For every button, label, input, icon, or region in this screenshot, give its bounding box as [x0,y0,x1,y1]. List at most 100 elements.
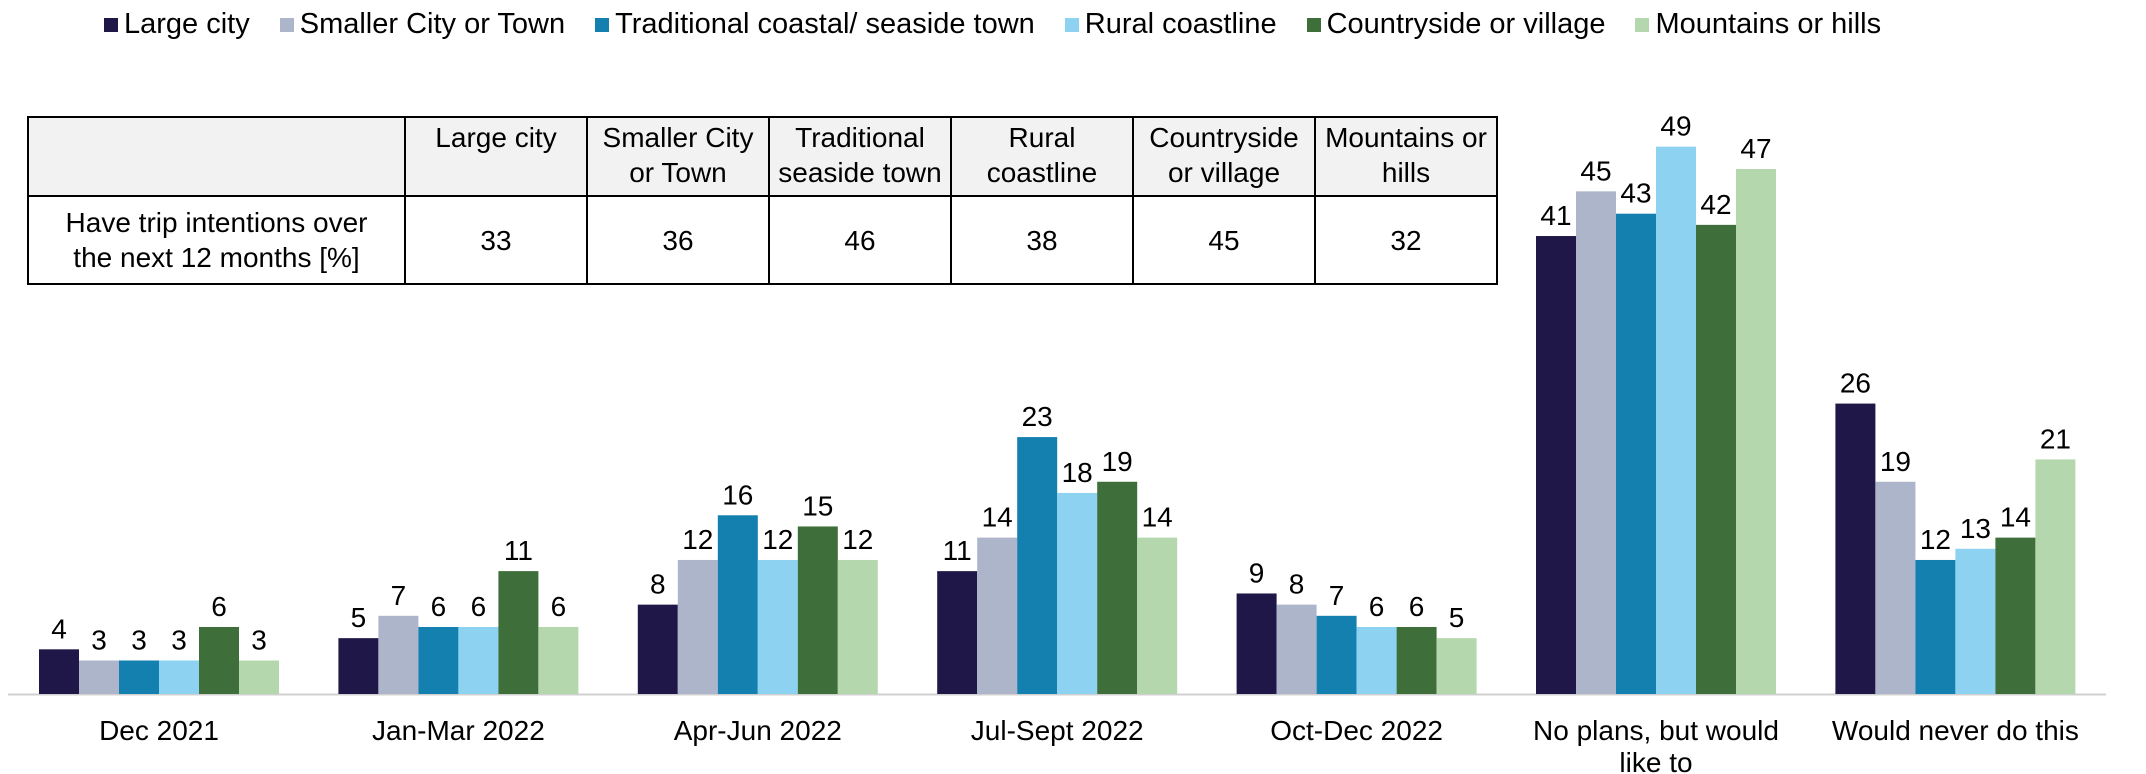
legend-label: Large city [124,8,250,40]
data-label: 14 [982,502,1013,533]
legend-label: Mountains or hills [1655,8,1882,40]
data-label: 16 [722,479,753,510]
data-label: 6 [211,591,227,622]
legend-item: Countryside or village [1306,8,1606,41]
legend-label: Rural coastline [1084,8,1277,40]
bar [538,626,579,694]
bar [79,660,119,694]
bar [1875,481,1916,694]
table-row-label: Have trip intentions over the next 12 mon… [27,195,406,285]
data-label: 5 [351,602,367,633]
table-row: Have trip intentions over the next 12 mon… [27,195,1498,285]
data-label: 12 [682,524,713,555]
data-label: 21 [2040,423,2071,454]
data-label: 42 [1700,189,1731,220]
data-label: 6 [471,591,487,622]
data-label: 6 [1369,591,1385,622]
legend-swatch [595,17,610,32]
data-label: 13 [1960,513,1991,544]
data-label: 12 [842,524,873,555]
x-tick-label: No plans, but would [1533,715,1779,746]
data-label: 3 [91,624,107,655]
table-header-cell: Rural coastline [950,116,1134,197]
x-tick-label: like to [1619,747,1692,774]
bar [1057,492,1098,694]
legend-label: Smaller City or Town [299,8,566,40]
bar [1576,191,1616,694]
bar [119,660,159,694]
data-label: 7 [1329,580,1345,611]
x-tick-label: Jan-Mar 2022 [372,715,545,746]
bar [199,626,239,694]
bar [1276,604,1317,694]
data-label: 7 [391,580,407,611]
data-label: 6 [431,591,447,622]
data-label: 45 [1580,155,1611,186]
data-label: 11 [943,535,972,566]
table-header-cell: Mountains or hills [1314,116,1498,197]
table-value-cell: 33 [404,195,588,285]
x-tick-label: Jul-Sept 2022 [971,715,1144,746]
x-tick-label: Dec 2021 [99,715,219,746]
legend-item: Mountains or hills [1635,8,1881,41]
bar [937,571,978,694]
data-label: 5 [1449,602,1465,633]
data-label: 49 [1660,111,1691,142]
data-label: 8 [650,569,666,600]
data-label: 19 [1102,446,1133,477]
bar [1616,213,1656,694]
legend-swatch [1635,17,1650,32]
bar [1995,537,2036,694]
data-label: 14 [1142,502,1173,533]
data-label: 9 [1249,557,1265,588]
legend-swatch [279,17,294,32]
legend-label: Countryside or village [1326,8,1606,40]
bar [1656,146,1696,695]
legend-swatch [104,17,118,32]
data-label: 12 [1920,524,1951,555]
bar [1137,537,1178,694]
bar [338,638,379,694]
bar [637,604,678,694]
data-label: 18 [1062,457,1093,488]
table-header-row: Large city Smaller City or Town Tradition… [27,116,1498,197]
bar [1835,403,1876,694]
chart-legend: Large city Smaller City or Town Traditiona… [104,8,1911,41]
x-tick-label: Apr-Jun 2022 [674,715,842,746]
table-header-cell: Traditional seaside town [768,116,952,197]
bar [159,660,199,694]
bar [717,515,758,694]
bar [797,526,838,694]
data-label: 3 [171,624,187,655]
data-label: 3 [131,624,147,655]
data-label: 15 [802,490,833,521]
bar [239,660,279,694]
bar [977,537,1018,694]
data-label: 6 [1409,591,1425,622]
bar [677,559,718,694]
bar [418,626,459,694]
bar [1955,548,1996,694]
data-label: 3 [251,624,267,655]
bar [39,649,79,694]
data-label: 14 [2000,502,2031,533]
trip-intentions-table: Large city Smaller City or Town Tradition… [27,116,1498,285]
bar [1097,481,1138,694]
table-value-cell: 32 [1314,195,1498,285]
bar [1736,169,1776,694]
table-header-cell: Countryside or village [1132,116,1316,197]
data-label: 8 [1289,569,1305,600]
bar [1396,626,1437,694]
bar [458,626,499,694]
data-label: 11 [504,535,533,566]
bar [1356,626,1397,694]
legend-swatch [1306,17,1321,32]
table-value-cell: 46 [768,195,952,285]
legend-label: Traditional coastal/ seaside town [615,8,1035,40]
data-label: 43 [1620,178,1651,209]
bar [1696,224,1736,695]
bar [498,571,539,694]
bar [1436,638,1477,694]
bar [1017,437,1058,694]
data-label: 12 [762,524,793,555]
